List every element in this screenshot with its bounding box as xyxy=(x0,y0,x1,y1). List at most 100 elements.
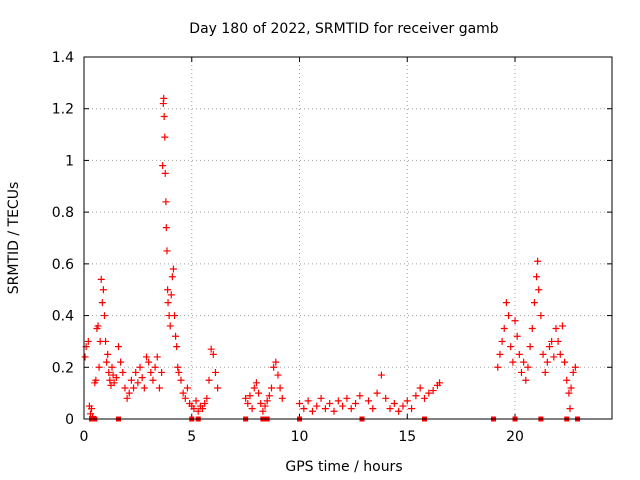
data-point xyxy=(158,368,166,376)
data-point xyxy=(526,343,534,351)
data-point xyxy=(511,317,519,325)
data-point xyxy=(161,169,169,177)
data-point xyxy=(382,394,390,402)
data-point xyxy=(502,299,510,307)
data-point xyxy=(153,353,161,361)
data-point xyxy=(395,407,403,415)
data-point xyxy=(169,265,177,273)
data-point xyxy=(569,368,577,376)
data-point xyxy=(81,353,89,361)
data-point xyxy=(149,376,157,384)
data-point xyxy=(515,350,523,358)
data-point xyxy=(174,363,182,371)
chart-title: Day 180 of 2022, SRMTID for receiver gam… xyxy=(189,21,499,37)
data-point xyxy=(364,397,372,405)
data-point xyxy=(106,376,114,384)
data-point xyxy=(155,384,163,392)
data-point xyxy=(171,312,179,320)
x-tick-label: 10 xyxy=(291,429,309,445)
y-axis-label: SRMTID / TECUs xyxy=(6,182,22,295)
y-tick-label: 1.4 xyxy=(52,50,74,66)
data-point xyxy=(119,368,127,376)
data-point xyxy=(203,394,211,402)
data-point xyxy=(214,384,222,392)
data-point xyxy=(162,198,170,206)
data-point xyxy=(403,397,411,405)
data-point xyxy=(554,337,562,345)
data-point xyxy=(535,286,543,294)
data-point xyxy=(563,376,571,384)
data-point xyxy=(201,399,209,407)
data-point xyxy=(112,374,120,382)
data-point xyxy=(199,405,207,413)
data-point xyxy=(168,273,176,281)
tick-layer: 0 0.2 0.4 0.6 0.8 1 1.2 1.4 0 5 10 15 20 xyxy=(52,50,612,445)
data-point xyxy=(530,299,538,307)
data-point xyxy=(567,384,575,392)
data-point xyxy=(177,376,185,384)
data-point xyxy=(145,358,153,366)
data-point xyxy=(278,394,286,402)
data-point xyxy=(88,405,96,413)
data-point xyxy=(498,337,506,345)
data-point xyxy=(496,350,504,358)
data-point xyxy=(343,394,351,402)
data-point xyxy=(98,299,106,307)
data-point xyxy=(123,394,131,402)
data-point xyxy=(121,384,129,392)
data-point xyxy=(159,162,167,170)
points-layer xyxy=(81,94,581,422)
data-point xyxy=(304,397,312,405)
data-point xyxy=(571,363,579,371)
data-point xyxy=(127,376,135,384)
data-point xyxy=(500,325,508,332)
data-point xyxy=(265,392,273,400)
data-point xyxy=(248,405,256,413)
data-point xyxy=(192,397,200,405)
data-point xyxy=(183,384,191,392)
data-point xyxy=(347,405,355,413)
data-point xyxy=(546,343,554,351)
data-point xyxy=(130,384,138,392)
data-point xyxy=(161,133,169,141)
data-point xyxy=(522,376,530,384)
data-point xyxy=(408,405,416,413)
data-point xyxy=(160,94,168,102)
data-point xyxy=(533,273,541,281)
data-point xyxy=(250,384,258,392)
data-point xyxy=(326,399,334,407)
y-tick-label: 0.4 xyxy=(52,309,74,325)
data-point xyxy=(205,376,213,384)
data-point xyxy=(296,399,304,407)
x-axis-label: GPS time / hours xyxy=(285,459,402,475)
data-point xyxy=(552,325,560,332)
data-point xyxy=(166,322,174,330)
data-point xyxy=(211,368,219,376)
data-point xyxy=(308,407,316,415)
data-point xyxy=(556,350,564,358)
data-point xyxy=(300,405,308,413)
y-tick-label: 1.2 xyxy=(52,102,74,118)
data-point xyxy=(194,407,202,415)
data-point xyxy=(134,379,142,387)
data-point xyxy=(352,399,360,407)
data-point xyxy=(377,371,385,379)
data-point xyxy=(548,337,556,345)
data-point xyxy=(550,353,558,361)
data-point xyxy=(513,332,521,340)
data-point xyxy=(356,392,364,400)
data-point xyxy=(140,384,148,392)
data-point xyxy=(412,392,420,400)
data-point xyxy=(534,257,542,265)
data-point xyxy=(276,384,284,392)
data-point xyxy=(110,379,118,387)
data-point xyxy=(175,368,183,376)
data-point xyxy=(100,312,108,320)
data-point xyxy=(95,363,103,371)
data-point xyxy=(105,368,113,376)
data-point xyxy=(274,371,282,379)
data-point xyxy=(565,389,573,397)
data-point xyxy=(255,389,263,397)
data-point xyxy=(104,350,112,358)
data-point xyxy=(369,405,377,413)
